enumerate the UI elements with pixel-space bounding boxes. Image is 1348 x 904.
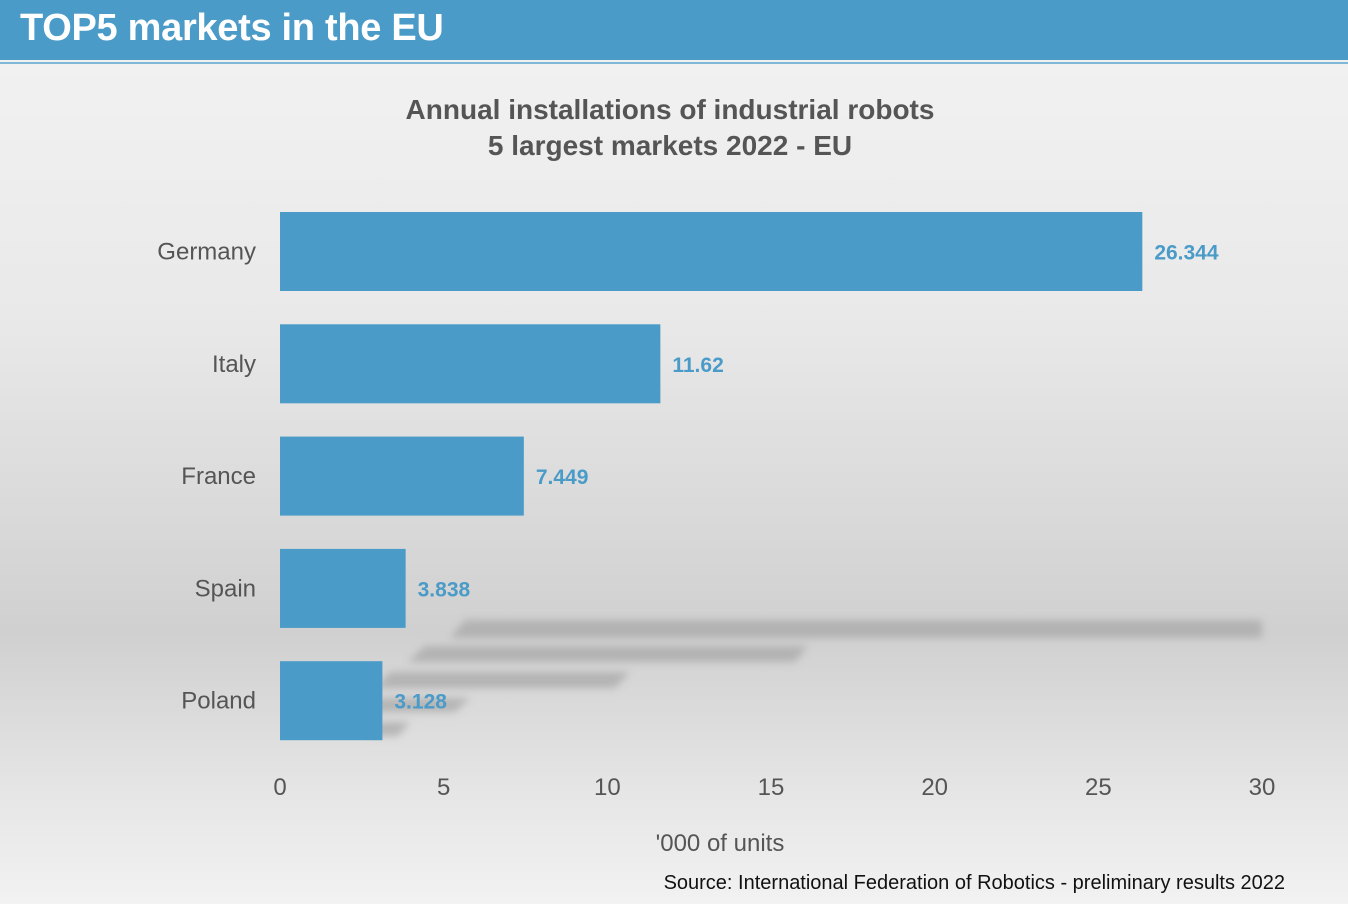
bar-italy	[280, 324, 661, 404]
chart-title-line2: 5 largest markets 2022 - EU	[487, 130, 853, 161]
bar-spain	[280, 548, 406, 628]
category-label-france: France	[181, 463, 256, 490]
source-note: Source: International Federation of Robo…	[663, 872, 1285, 894]
x-tick-label: 15	[758, 774, 785, 801]
value-label-poland: 3.128	[394, 691, 447, 714]
header-divider	[0, 62, 1348, 64]
page-title: TOP5 markets in the EU	[20, 7, 444, 49]
value-labels: 26.344 11.62 7.449 3.838 3.128	[394, 242, 1218, 714]
value-label-spain: 3.838	[418, 578, 471, 601]
x-tick-label: 5	[437, 774, 450, 801]
bar-poland	[280, 661, 383, 741]
x-tick-label: 30	[1249, 774, 1276, 801]
chart-title-line1: Annual installations of industrial robot…	[405, 94, 935, 125]
x-tick-label: 0	[273, 774, 286, 801]
category-label-germany: Germany	[157, 239, 256, 266]
category-label-italy: Italy	[212, 351, 256, 378]
x-axis-ticks: 0 5 10 15 20 25 30	[273, 774, 1275, 801]
decorative-shadows	[368, 620, 1262, 736]
value-label-france: 7.449	[536, 466, 589, 489]
value-label-germany: 26.344	[1154, 242, 1219, 265]
x-tick-label: 20	[921, 774, 948, 801]
x-axis-label: '000 of units	[655, 830, 785, 857]
x-tick-label: 25	[1085, 774, 1112, 801]
value-label-italy: 11.62	[672, 354, 723, 377]
bar-series	[280, 212, 1143, 741]
category-label-spain: Spain	[195, 575, 256, 602]
category-label-poland: Poland	[181, 688, 256, 715]
bar-germany	[280, 212, 1143, 291]
x-tick-label: 10	[594, 774, 621, 801]
category-labels: Germany Italy France Spain Poland	[157, 239, 256, 715]
header-banner	[0, 0, 1348, 60]
bar-france	[280, 436, 524, 516]
